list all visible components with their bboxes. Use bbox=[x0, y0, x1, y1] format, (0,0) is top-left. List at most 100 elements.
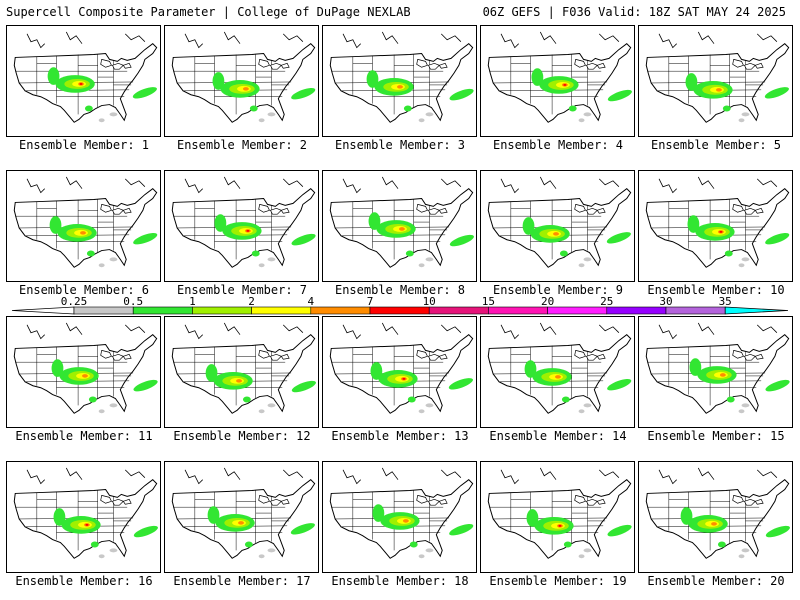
ensemble-map-panel bbox=[480, 316, 635, 428]
scp-field bbox=[524, 360, 632, 414]
us-map bbox=[13, 322, 158, 414]
legend-swatch bbox=[192, 306, 252, 315]
us-map bbox=[645, 467, 790, 559]
color-legend: 0.25 0.5 1 2 4 7 10 15 20 25 30 35 bbox=[11, 295, 789, 321]
us-map bbox=[645, 31, 790, 123]
legend-swatch bbox=[310, 306, 371, 315]
ensemble-member-label: Ensemble Member: 16 bbox=[15, 574, 153, 588]
legend-tick-label: 25 bbox=[600, 295, 613, 308]
ensemble-member-label: Ensemble Member: 2 bbox=[176, 138, 308, 152]
ensemble-map-panel bbox=[164, 25, 319, 137]
scp-field bbox=[49, 216, 158, 268]
ensemble-member-label: Ensemble Member: 10 bbox=[647, 283, 785, 297]
ensemble-member-label: Ensemble Member: 20 bbox=[647, 574, 785, 588]
us-map bbox=[487, 176, 632, 268]
ensemble-map-panel bbox=[6, 170, 161, 282]
legend-swatch bbox=[547, 306, 608, 315]
ensemble-member-label: Ensemble Member: 5 bbox=[650, 138, 782, 152]
ensemble-member-label: Ensemble Member: 15 bbox=[647, 429, 785, 443]
us-map bbox=[487, 322, 632, 414]
scp-field bbox=[531, 68, 632, 123]
scp-field bbox=[47, 67, 157, 123]
legend-tick-label: 35 bbox=[719, 295, 732, 308]
legend-tick-label: 4 bbox=[307, 295, 314, 308]
ensemble-map-panel bbox=[6, 316, 161, 428]
ensemble-map-panel bbox=[164, 316, 319, 428]
scp-field bbox=[51, 359, 158, 414]
scp-field bbox=[689, 358, 790, 414]
legend-tick-label: 20 bbox=[541, 295, 554, 308]
legend-swatch bbox=[665, 306, 726, 315]
scp-field bbox=[207, 506, 315, 559]
us-map bbox=[487, 467, 632, 559]
ensemble-map-panel bbox=[164, 170, 319, 282]
ensemble-map-panel bbox=[638, 316, 793, 428]
us-map bbox=[487, 31, 632, 123]
us-map bbox=[13, 176, 158, 268]
us-map bbox=[171, 467, 316, 559]
legend-swatch bbox=[488, 306, 548, 315]
page-title: Supercell Composite Parameter | College … bbox=[6, 5, 411, 19]
ensemble-map-panel bbox=[480, 461, 635, 573]
us-map bbox=[329, 31, 474, 123]
legend-tick-label: 1 bbox=[189, 295, 196, 308]
ensemble-member-label: Ensemble Member: 9 bbox=[492, 283, 624, 297]
scp-field bbox=[685, 73, 789, 123]
legend-swatch bbox=[132, 306, 193, 315]
legend-tick-label: 0.25 bbox=[61, 295, 88, 308]
ensemble-member-label: Ensemble Member: 8 bbox=[334, 283, 466, 297]
us-map bbox=[171, 322, 316, 414]
legend-tick-label: 0.5 bbox=[123, 295, 143, 308]
us-map bbox=[171, 176, 316, 268]
scp-field bbox=[522, 217, 631, 268]
ensemble-map-panel bbox=[638, 25, 793, 137]
ensemble-map-panel bbox=[322, 316, 477, 428]
scp-field bbox=[366, 70, 474, 123]
scp-field bbox=[368, 212, 474, 268]
ensemble-map-panel bbox=[6, 461, 161, 573]
scp-field bbox=[526, 509, 632, 559]
ensemble-member-label: Ensemble Member: 18 bbox=[331, 574, 469, 588]
ensemble-member-label: Ensemble Member: 3 bbox=[334, 138, 466, 152]
ensemble-map-panel bbox=[322, 461, 477, 573]
ensemble-member-label: Ensemble Member: 11 bbox=[15, 429, 153, 443]
legend-tick-label: 7 bbox=[367, 295, 374, 308]
ensemble-map-panel bbox=[480, 25, 635, 137]
us-map bbox=[13, 467, 158, 559]
ensemble-member-label: Ensemble Member: 6 bbox=[18, 283, 150, 297]
scp-field bbox=[212, 72, 316, 123]
us-map bbox=[329, 176, 474, 268]
scp-field bbox=[687, 215, 790, 268]
us-map bbox=[171, 31, 316, 123]
ensemble-member-label: Ensemble Member: 14 bbox=[489, 429, 627, 443]
legend-swatch bbox=[251, 306, 312, 315]
legend-tick-label: 30 bbox=[659, 295, 672, 308]
ensemble-map-panel bbox=[164, 461, 319, 573]
ensemble-member-label: Ensemble Member: 17 bbox=[173, 574, 311, 588]
legend-swatch bbox=[606, 306, 667, 315]
legend-swatch bbox=[73, 306, 134, 315]
scp-field bbox=[680, 507, 790, 559]
us-map bbox=[645, 176, 790, 268]
legend-tick-label: 15 bbox=[482, 295, 495, 308]
ensemble-member-label: Ensemble Member: 4 bbox=[492, 138, 624, 152]
ensemble-map-panel bbox=[6, 25, 161, 137]
legend-tick-label: 2 bbox=[248, 295, 255, 308]
ensemble-map-panel bbox=[638, 461, 793, 573]
scp-field bbox=[372, 504, 474, 559]
legend-tick-label: 10 bbox=[423, 295, 436, 308]
ensemble-map-panel bbox=[480, 170, 635, 282]
scp-field bbox=[370, 362, 473, 414]
us-map bbox=[329, 467, 474, 559]
legend-swatch bbox=[428, 306, 489, 315]
scp-field bbox=[53, 508, 158, 559]
ensemble-map-panel bbox=[322, 170, 477, 282]
us-map bbox=[645, 322, 790, 414]
us-map bbox=[329, 322, 474, 414]
scp-field bbox=[205, 364, 316, 414]
ensemble-member-label: Ensemble Member: 1 bbox=[18, 138, 150, 152]
legend-colorbar: 0.25 0.5 1 2 4 7 10 15 20 25 30 35 bbox=[11, 295, 789, 315]
ensemble-map-panel bbox=[322, 25, 477, 137]
ensemble-map-panel bbox=[638, 170, 793, 282]
legend-swatch bbox=[369, 306, 430, 315]
